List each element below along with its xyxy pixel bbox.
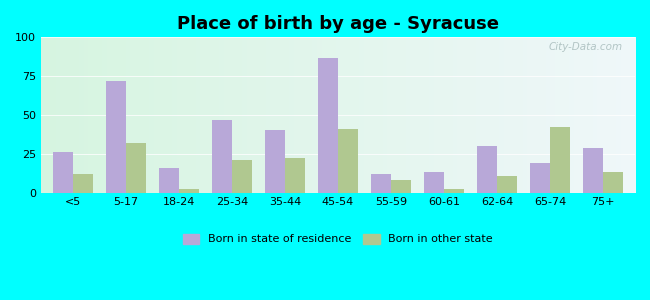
Bar [159,168,179,193]
Bar [497,176,517,193]
Bar [603,172,623,193]
Bar [179,190,199,193]
Title: Place of birth by age - Syracuse: Place of birth by age - Syracuse [177,15,499,33]
Bar [550,128,570,193]
Bar [105,81,125,193]
Bar [73,174,93,193]
Bar [285,158,305,193]
Bar [212,120,232,193]
Bar [424,172,444,193]
Bar [53,152,73,193]
Bar [318,58,338,193]
Bar [338,129,358,193]
Text: City-Data.com: City-Data.com [549,42,623,52]
Legend: Born in state of residence, Born in other state: Born in state of residence, Born in othe… [178,229,497,249]
Bar [583,148,603,193]
Bar [444,190,464,193]
Bar [477,146,497,193]
Bar [391,180,411,193]
Bar [265,130,285,193]
Bar [232,160,252,193]
Bar [370,174,391,193]
Bar [125,143,146,193]
Bar [530,163,550,193]
